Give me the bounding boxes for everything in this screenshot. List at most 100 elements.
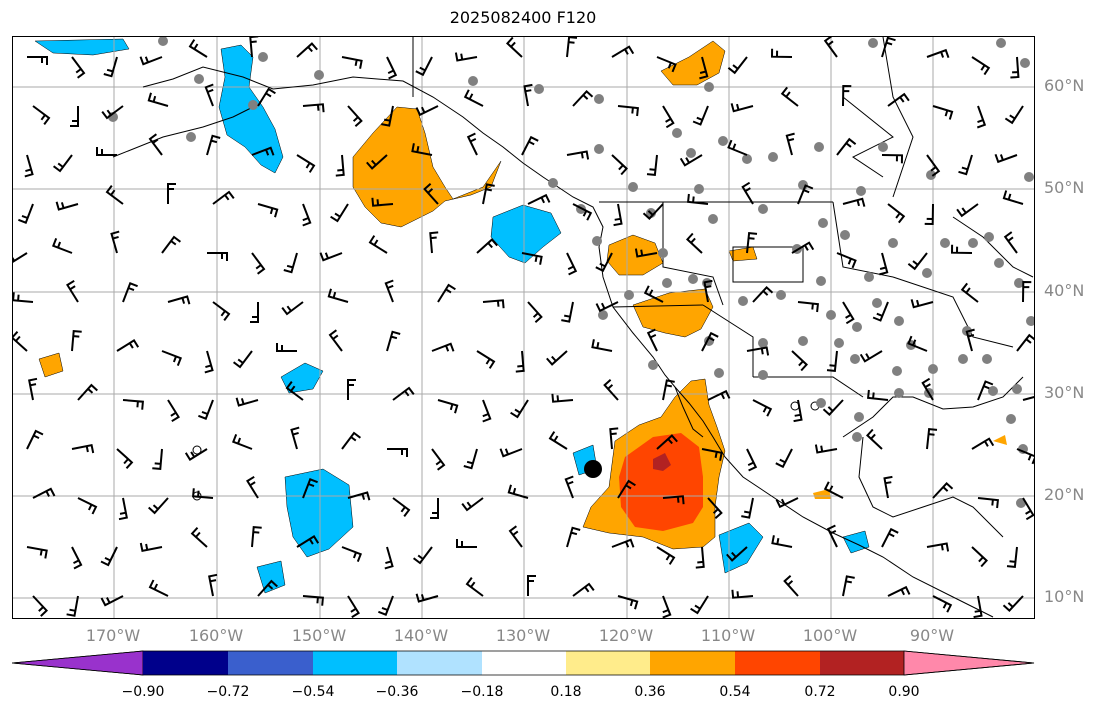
neg-region-hawaii	[284, 468, 354, 558]
wind-barb	[437, 399, 459, 414]
wind-barb	[887, 585, 911, 597]
colorbar-segment	[313, 651, 397, 675]
wind-barb	[910, 299, 934, 309]
wind-barb	[327, 288, 349, 303]
wind-barb	[741, 181, 754, 205]
wind-barb	[257, 579, 278, 597]
wind-barb	[413, 546, 433, 565]
wind-barb	[780, 86, 799, 107]
wind-barb	[188, 39, 208, 58]
wind-barb	[415, 593, 439, 603]
wind-barb	[685, 232, 703, 254]
max-region-baja	[653, 453, 671, 471]
map-panel[interactable]	[12, 36, 1035, 619]
wind-barb	[13, 331, 28, 352]
wind-barb	[122, 399, 144, 410]
wind-barb	[595, 301, 619, 313]
wind-barb	[883, 475, 893, 499]
wind-barb	[347, 595, 360, 618]
colorbar-tick: −0.90	[121, 684, 165, 700]
wind-barb	[793, 399, 803, 423]
wind-barb	[572, 582, 595, 597]
wind-barb	[415, 105, 439, 117]
wind-barb	[456, 539, 477, 548]
wind-barb	[561, 301, 574, 323]
wind-barb	[603, 379, 619, 401]
wind-barb	[727, 56, 748, 75]
wind-barb	[730, 103, 754, 113]
wind-barb	[212, 301, 231, 321]
wind-barb	[775, 448, 793, 469]
wind-barb	[1002, 595, 1024, 613]
colorbar-segment	[143, 651, 228, 675]
wind-barb	[692, 105, 709, 126]
wind-barb	[662, 495, 685, 505]
wind-barb	[71, 330, 82, 352]
wind-barb	[482, 183, 495, 205]
wind-barb	[392, 497, 411, 517]
lat-label-60n: 60°N	[1044, 76, 1085, 95]
wind-barb	[867, 389, 889, 401]
neg-region-ca	[842, 530, 870, 554]
wind-barb	[1004, 105, 1024, 125]
colorbar-tick: 0.54	[719, 684, 751, 700]
wind-barb	[527, 301, 543, 323]
storm-center-marker	[584, 460, 602, 478]
wind-barbs	[13, 37, 1034, 618]
wind-barb	[246, 475, 259, 499]
lon-label-170w: 170°W	[85, 626, 141, 645]
wind-barb	[926, 542, 950, 552]
wind-barb	[249, 37, 259, 58]
anomaly-shading	[34, 38, 1007, 594]
lon-label-150w: 150°W	[291, 626, 347, 645]
wind-barb	[116, 448, 134, 469]
wind-barb	[687, 193, 709, 205]
wind-barb	[476, 238, 498, 254]
station-markers	[108, 37, 1034, 508]
wind-barb	[731, 589, 754, 599]
wind-barb	[24, 154, 34, 178]
wind-barb	[122, 282, 138, 303]
wind-barb	[100, 595, 124, 607]
wind-barb	[296, 154, 316, 173]
wind-barb	[977, 380, 994, 401]
wind-barb	[319, 252, 343, 262]
colorbar-segment	[566, 651, 650, 675]
wind-barb	[148, 579, 169, 597]
colorbar-segment	[482, 651, 566, 675]
wind-barb	[290, 426, 300, 450]
wind-barb	[746, 232, 758, 254]
wind-barb	[881, 527, 899, 548]
wind-barb	[921, 377, 934, 401]
wind-barb	[26, 429, 44, 450]
wind-barb	[167, 183, 176, 204]
wind-barb	[510, 399, 529, 419]
wind-barb	[251, 526, 262, 548]
wind-barb	[250, 302, 259, 323]
wind-barb	[617, 105, 639, 117]
wind-barb	[386, 330, 401, 352]
wind-barb	[463, 448, 478, 470]
wind-barb	[611, 45, 635, 58]
wind-barb	[167, 399, 180, 423]
lat-label-50n: 50°N	[1044, 178, 1085, 197]
strong-region-baja	[619, 433, 703, 531]
wind-barb	[71, 444, 95, 454]
wind-barb	[785, 132, 795, 156]
wind-barb	[1022, 280, 1032, 303]
wind-barb	[662, 379, 675, 401]
wind-barb	[341, 56, 363, 69]
wind-barb	[566, 37, 578, 58]
neg-region-mx	[718, 522, 764, 574]
wind-barb	[415, 56, 433, 77]
wind-barb	[257, 87, 276, 107]
wind-barb	[505, 37, 523, 58]
wind-barb	[746, 346, 770, 356]
wind-barb	[461, 497, 484, 512]
wind-barb	[836, 137, 857, 156]
lat-label-10n: 10°N	[1044, 587, 1085, 606]
wind-barb	[437, 283, 456, 303]
wind-barb	[646, 154, 658, 176]
colorbar-segment	[735, 651, 820, 675]
wind-barb	[147, 92, 169, 107]
